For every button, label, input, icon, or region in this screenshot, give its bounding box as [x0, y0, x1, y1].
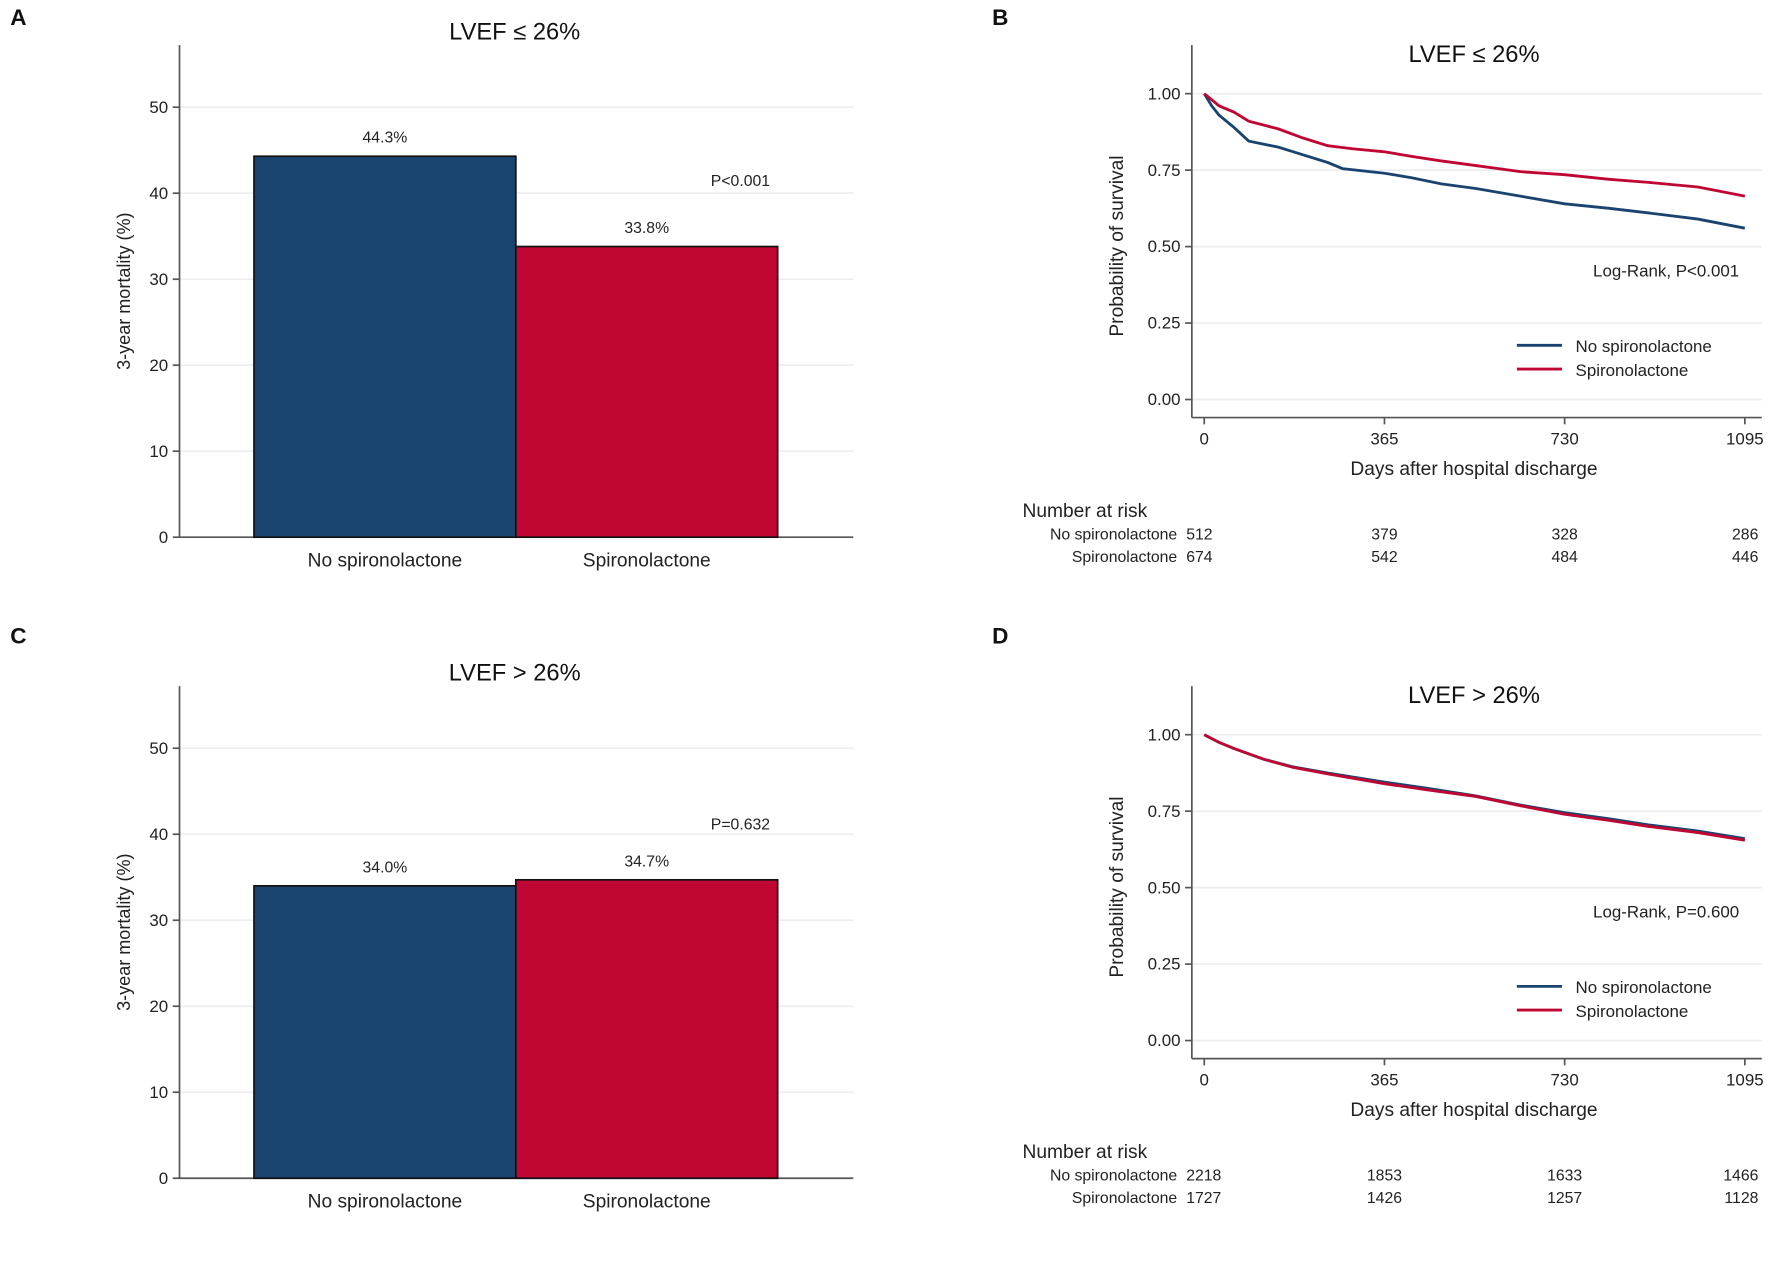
risk-count: 1727 [1186, 1190, 1221, 1207]
y-tick-label: 0.50 [1148, 237, 1181, 256]
panel-c: 0 10 20 30 40 50 34.0% No spironolactone 34.7% Sp… [114, 661, 854, 1213]
log-rank-annotation: Log-Rank, P<0.001 [1593, 262, 1739, 281]
risk-count: 674 [1186, 549, 1213, 566]
bar-value-label: 33.8% [624, 220, 669, 237]
y-axis-label: 3-year mortality (%) [114, 853, 134, 1010]
y-tick-label: 0.00 [1148, 1031, 1181, 1050]
risk-count: 379 [1371, 526, 1398, 543]
bar-value-label: 34.0% [363, 859, 408, 876]
y-tick-label: 0.75 [1148, 802, 1181, 821]
x-tick-label: 365 [1370, 1071, 1398, 1090]
risk-row-label: Spironolactone [1072, 549, 1178, 566]
y-tick-label: 10 [149, 442, 168, 461]
y-tick-label: 50 [149, 739, 168, 758]
y-tick-label: 1.00 [1148, 725, 1181, 744]
chart-title: LVEF ≤ 26% [449, 20, 580, 46]
survival-curve-spironolactone [1203, 92, 1746, 198]
log-rank-annotation: Log-Rank, P=0.600 [1593, 903, 1739, 922]
x-tick-label: 365 [1370, 430, 1398, 449]
bar-spironolactone [514, 245, 779, 539]
panel-letter: B [992, 5, 1008, 30]
panel-b: 0.00 0.25 0.50 0.75 1.00 0 365 730 1095 No spiron… [1023, 42, 1764, 566]
legend-label: No spironolactone [1576, 337, 1712, 356]
bar-value-label: 34.7% [624, 853, 669, 870]
x-tick-label: 730 [1551, 430, 1579, 449]
risk-count: 328 [1551, 526, 1578, 543]
panel-letter: A [10, 5, 26, 30]
p-value-annotation: P<0.001 [711, 173, 770, 190]
y-tick-label: 40 [149, 184, 168, 203]
risk-count: 512 [1186, 526, 1212, 543]
y-tick-label: 10 [149, 1083, 168, 1102]
survival-curve-spironolactone [1203, 733, 1746, 842]
panel-letter: C [10, 623, 26, 648]
y-tick-label: 30 [149, 270, 168, 289]
panel-d: 0.00 0.25 0.50 0.75 1.00 0 365 730 1095 No spiron… [1023, 683, 1764, 1207]
y-tick-label: 0.25 [1148, 955, 1181, 974]
y-tick-label: 0 [159, 528, 168, 547]
panel-letter: D [992, 623, 1008, 648]
x-category-label: Spironolactone [583, 1192, 711, 1213]
y-tick-label: 0.00 [1148, 390, 1181, 409]
p-value-annotation: P=0.632 [711, 817, 770, 834]
risk-count: 1128 [1724, 1190, 1758, 1207]
x-category-label: No spironolactone [308, 551, 463, 572]
risk-row-label: No spironolactone [1050, 526, 1177, 543]
y-tick-label: 0.75 [1148, 161, 1181, 180]
legend-label: Spironolactone [1576, 361, 1689, 380]
risk-count: 286 [1732, 526, 1759, 543]
risk-count: 542 [1371, 549, 1397, 566]
panel-a: 0 10 20 30 40 50 44.3% No spironolactone 33.8% Sp… [114, 20, 854, 572]
y-tick-label: 0.25 [1148, 314, 1181, 333]
x-tick-label: 1095 [1726, 430, 1764, 449]
risk-count: 2218 [1186, 1167, 1221, 1184]
bar-spironolactone [514, 878, 779, 1180]
risk-count: 1633 [1547, 1167, 1582, 1184]
y-tick-label: 0 [159, 1169, 168, 1188]
y-tick-label: 20 [149, 997, 168, 1016]
risk-count: 1257 [1547, 1190, 1582, 1207]
survival-curve-no-spironolactone [1203, 92, 1746, 230]
legend-label: No spironolactone [1576, 978, 1712, 997]
y-tick-label: 40 [149, 825, 168, 844]
bar-value-label: 44.3% [363, 130, 408, 147]
y-axis-label: 3-year mortality (%) [114, 212, 134, 369]
survival-curve-no-spironolactone [1203, 733, 1746, 841]
x-tick-label: 0 [1200, 430, 1209, 449]
y-tick-label: 20 [149, 356, 168, 375]
y-tick-label: 50 [149, 98, 168, 117]
risk-count: 1853 [1367, 1167, 1402, 1184]
y-axis-label: Probability of survival [1107, 796, 1128, 977]
x-category-label: Spironolactone [583, 551, 711, 572]
y-tick-label: 1.00 [1148, 84, 1181, 103]
bar-no-spironolactone [253, 884, 517, 1180]
y-tick-label: 30 [149, 911, 168, 930]
bar-no-spironolactone [253, 155, 517, 539]
chart-title: LVEF > 26% [449, 661, 581, 687]
y-tick-label: 0.50 [1148, 878, 1181, 897]
x-category-label: No spironolactone [308, 1192, 463, 1213]
risk-count: 446 [1732, 549, 1759, 566]
chart-title: LVEF ≤ 26% [1408, 42, 1539, 68]
y-axis-label: Probability of survival [1107, 155, 1128, 336]
x-axis-label: Days after hospital discharge [1350, 1100, 1597, 1121]
chart-title: LVEF > 26% [1408, 683, 1540, 709]
x-tick-label: 0 [1200, 1071, 1209, 1090]
x-tick-label: 1095 [1726, 1071, 1764, 1090]
x-axis-label: Days after hospital discharge [1350, 459, 1597, 480]
legend-label: Spironolactone [1576, 1002, 1689, 1021]
risk-count: 1426 [1367, 1190, 1402, 1207]
risk-table-title: Number at risk [1023, 501, 1148, 522]
risk-count: 1466 [1723, 1167, 1758, 1184]
risk-count: 484 [1551, 549, 1578, 566]
risk-row-label: Spironolactone [1072, 1190, 1178, 1207]
x-tick-label: 730 [1551, 1071, 1579, 1090]
risk-row-label: No spironolactone [1050, 1167, 1177, 1184]
risk-table-title: Number at risk [1023, 1142, 1148, 1163]
